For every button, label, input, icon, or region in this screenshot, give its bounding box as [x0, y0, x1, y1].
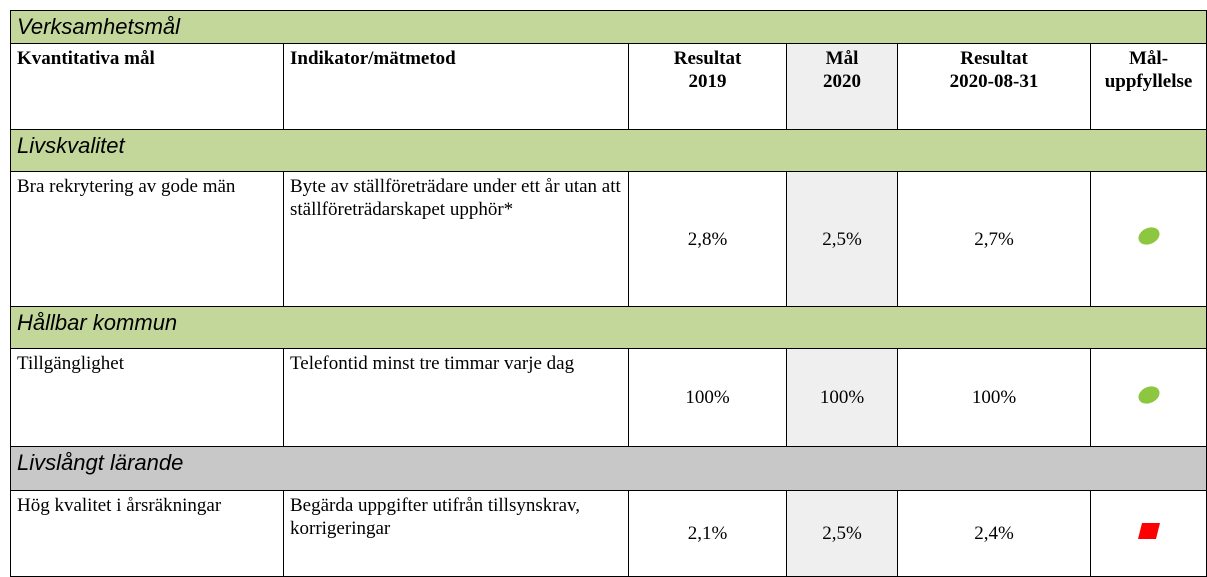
indicator: Begärda uppgifter utifrån tillsynskrav, …: [283, 490, 629, 577]
status-cell: [1089, 348, 1207, 447]
column-header: Kvantitativa mål: [10, 43, 284, 130]
goal: Hög kvalitet i årsräkningar: [10, 490, 284, 577]
column-header: Resultat 2020-08-31: [897, 43, 1091, 130]
status-icon: [1137, 385, 1160, 404]
result-2020: 100%: [897, 348, 1091, 447]
target-2020: 100%: [786, 348, 898, 447]
result-2019: 100%: [628, 348, 787, 447]
goal: Tillgänglighet: [10, 348, 284, 447]
result-2019: 2,1%: [628, 490, 787, 577]
column-header: Indikator/mätmetod: [283, 43, 629, 130]
target-2020: 2,5%: [786, 171, 898, 307]
status-cell: [1089, 171, 1207, 307]
column-header: Mål- uppfyllelse: [1089, 43, 1207, 130]
table-title: Verksamhetsmål: [9, 10, 1207, 44]
status-icon: [1137, 522, 1160, 539]
goal: Bra rekrytering av gode män: [10, 171, 284, 307]
section-header: Livslångt lärande: [9, 446, 1207, 491]
column-header: Resultat 2019: [628, 43, 787, 130]
indicator: Telefontid minst tre timmar varje dag: [283, 348, 629, 447]
result-2019: 2,8%: [628, 171, 787, 307]
goal-table: Verksamhetsmål Kvantitativa mål Indikato…: [9, 10, 1207, 577]
target-2020: 2,5%: [786, 490, 898, 577]
column-header: Mål 2020: [786, 43, 898, 130]
status-icon: [1137, 227, 1160, 245]
result-2020: 2,7%: [897, 171, 1091, 307]
result-2020: 2,4%: [897, 490, 1091, 577]
section-header: Livskvalitet: [9, 129, 1207, 172]
status-cell: [1089, 490, 1207, 577]
section-header: Hållbar kommun: [9, 306, 1207, 349]
indicator: Byte av ställföreträdare under ett år ut…: [283, 171, 629, 307]
